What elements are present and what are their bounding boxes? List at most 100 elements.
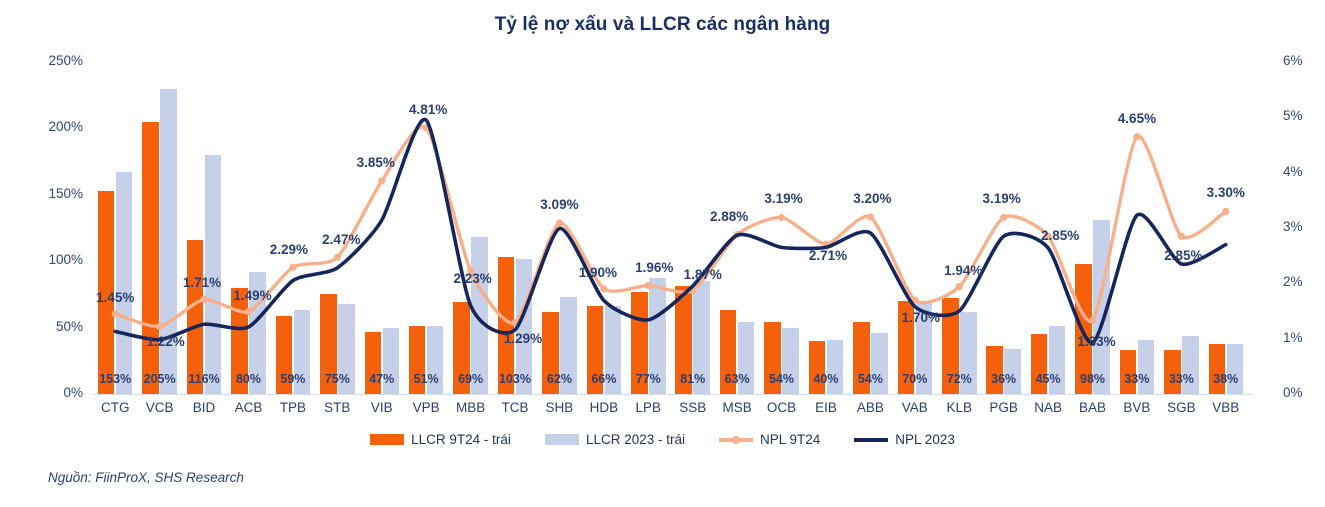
npl-9t24-value-label: 2.47% [322,232,361,248]
bar-value-label: 33% [1124,372,1150,386]
x-axis-tick: VAB [901,400,928,415]
bar-llcr-9t24[interactable] [1119,350,1137,394]
legend-item[interactable]: NPL 2023 [854,432,955,447]
y-left-tick: 250% [48,53,83,68]
x-axis-tick: KLB [946,400,973,415]
bar-value-label: 69% [458,372,484,386]
npl-9t24-value-label: 1.70% [901,309,940,325]
npl-9t24-value-label: 4.81% [409,101,448,117]
bar-value-label: 75% [324,372,350,386]
bar-group [675,62,710,394]
bar-group [1119,62,1155,394]
y-right-tick: 5% [1283,108,1303,124]
bar-group [942,62,977,394]
legend-label: LLCR 2023 - trái [585,432,685,447]
npl-9t24-value-label: 3.19% [764,191,803,207]
legend-item[interactable]: LLCR 9T24 - trái [370,432,511,447]
bar-value-label: 72% [946,372,972,386]
bar-value-label: 77% [635,372,661,386]
x-axis-tick: PGB [989,400,1018,415]
npl-9t24-value-label: 4.65% [1117,110,1157,126]
bar-llcr-9t24[interactable] [1208,343,1226,394]
x-axis-tick: VIB [370,400,393,415]
npl-9t24-value-label: 1.87% [683,266,722,282]
bar-group [275,62,311,394]
bar-value-label: 51% [413,372,439,386]
bar-value-label: 205% [143,372,176,386]
legend-item[interactable]: NPL 9T24 [719,432,820,447]
bar-group [586,62,622,394]
bar-llcr-2023[interactable] [471,237,488,394]
bar-llcr-2023[interactable] [1093,220,1110,394]
y-left-tick: 50% [55,318,83,334]
bar-llcr-2023[interactable] [115,172,133,394]
bar-llcr-2023[interactable] [1004,348,1021,394]
bar-llcr-2023[interactable] [826,339,844,394]
bar-value-label: 81% [680,372,706,386]
npl-9t24-value-label: 2.29% [269,242,309,258]
bar-group [453,62,488,394]
bar-group [186,62,222,394]
bar-llcr-9t24[interactable] [364,331,381,394]
npl-9t24-value-label: 3.09% [540,197,579,213]
bar-value-label: 54% [857,372,883,386]
x-axis-line [93,394,1253,395]
npl-9t24-value-label: 2.85% [1164,248,1203,264]
bar-group [853,62,888,394]
bar-value-label: 70% [902,372,928,386]
bar-group [764,62,799,394]
bar-group [1164,62,1199,394]
bar-value-label: 66% [591,372,617,386]
x-axis-tick: BAB [1079,400,1107,415]
legend-label: NPL 2023 [895,432,955,447]
y-left-tick: 0% [63,385,83,400]
bar-value-label: 38% [1213,372,1239,386]
bar-llcr-2023[interactable] [1226,343,1244,394]
bar-llcr-9t24[interactable] [986,346,1003,394]
bar-value-label: 116% [188,372,220,386]
bar-llcr-9t24[interactable] [97,190,115,394]
legend-item[interactable]: LLCR 2023 - trái [544,432,685,447]
bar-llcr-9t24[interactable] [808,340,826,394]
y-left-tick: 100% [48,252,83,268]
bar-llcr-2023[interactable] [1137,339,1155,394]
npl-9t24-value-label: 3.19% [982,191,1021,207]
y-right-tick: 1% [1283,329,1303,345]
x-axis-tick: VCB [145,400,174,415]
bar-group [808,62,844,394]
bar-llcr-9t24[interactable] [142,121,159,394]
bar-value-label: 36% [991,372,1017,386]
y-right-tick: 3% [1283,219,1303,234]
bar-llcr-9t24[interactable] [1030,334,1048,394]
x-axis-tick: SGB [1167,400,1196,415]
bar-group [97,62,133,394]
bar-llcr-9t24[interactable] [186,239,204,394]
npl-9t24-value-label: 2.85% [1040,228,1080,244]
bar-value-label: 98% [1080,372,1106,386]
x-axis-tick: HDB [589,400,619,415]
bar-value-label: 103% [499,372,532,386]
bar-llcr-2023[interactable] [1182,335,1199,394]
legend-line-swatch [854,434,889,445]
bar-llcr-9t24[interactable] [1164,350,1181,394]
npl-9t24-value-label: 1.90% [578,264,617,280]
y-right-tick: 4% [1283,163,1303,179]
x-axis-tick: EIB [815,400,837,415]
legend: LLCR 9T24 - trái LLCR 2023 - trái NPL 9T24… [0,432,1325,447]
x-axis-tick: LPB [635,400,662,415]
npl-9t24-value-label: 1.29% [503,330,543,346]
bar-group [364,62,399,394]
x-axis-tick: STB [324,400,351,415]
y-left-tick: 200% [48,119,83,135]
source-note: Nguồn: FiinProX, SHS Research [48,470,244,485]
x-axis-tick: CTG [100,400,130,415]
bar-group [542,62,577,394]
x-axis-tick: ABB [856,400,884,415]
bar-value-label: 45% [1035,372,1061,386]
bar-llcr-2023[interactable] [871,332,888,394]
npl-9t24-value-label: 1.96% [635,259,674,275]
bar-value-label: 62% [546,372,572,386]
bar-group [897,62,933,394]
bar-value-label: 40% [813,372,839,386]
